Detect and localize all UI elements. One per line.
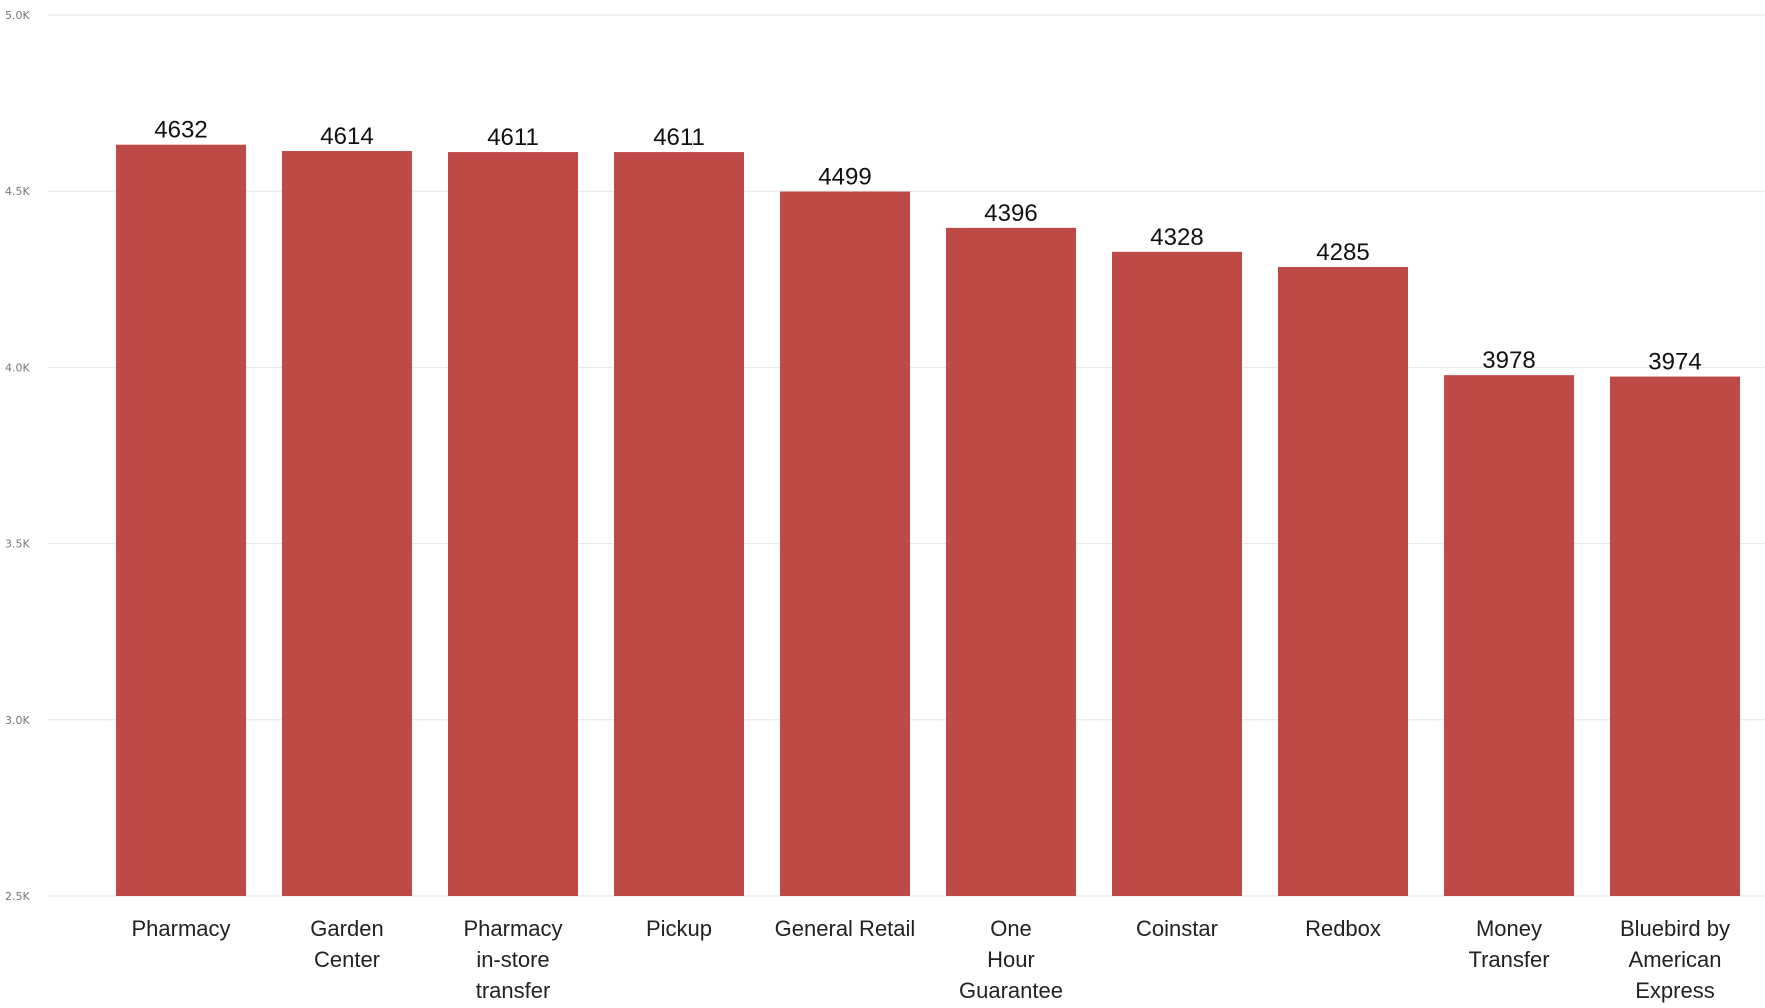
data-label: 3974 [1648, 349, 1701, 376]
category-label-line: Pickup [646, 916, 712, 941]
category-label: Pharmacy in-store transfer [463, 916, 562, 1003]
category-label: Money Transfer [1468, 916, 1549, 972]
data-label: 4328 [1150, 224, 1203, 251]
bar[interactable] [614, 152, 744, 896]
y-tick-label: 2.5K [5, 890, 30, 903]
y-tick-label: 4.5K [5, 185, 30, 198]
category-label-line: Garden [310, 916, 383, 941]
category-label-line: transfer [476, 978, 551, 1003]
category-label: Pickup [646, 916, 712, 941]
y-axis-ticks: 2.5K 3.0K 3.5K 4.0K 4.5K 5.0K [5, 9, 30, 903]
data-label: 4499 [818, 164, 871, 191]
bar[interactable] [1112, 251, 1242, 896]
y-tick-label: 3.5K [5, 538, 30, 551]
data-label: 4611 [653, 124, 705, 151]
category-label: Redbox [1305, 916, 1381, 941]
data-label: 4632 [154, 117, 207, 144]
category-label: Bluebird by American Express [1620, 916, 1730, 1003]
category-label-line: Hour [987, 947, 1035, 972]
bar[interactable] [1278, 266, 1408, 896]
category-label: General Retail [775, 916, 916, 941]
category-label-line: Guarantee [959, 978, 1063, 1003]
data-label: 4611 [487, 124, 539, 151]
category-label: Coinstar [1136, 916, 1218, 941]
category-label: Garden Center [310, 916, 383, 972]
data-labels: 4632 4614 4611 4611 4499 4396 4328 4285 3978 3974 [154, 117, 1701, 376]
category-label-line: Pharmacy [131, 916, 230, 941]
y-tick-label: 3.0K [5, 714, 30, 727]
category-label-line: American [1629, 947, 1722, 972]
category-label-line: General Retail [775, 916, 916, 941]
category-labels: Pharmacy Garden Center Pharmacy in-store tran… [131, 916, 1730, 1003]
bar[interactable] [946, 227, 1076, 896]
category-label-line: Pharmacy [463, 916, 562, 941]
category-label-line: Coinstar [1136, 916, 1218, 941]
bar[interactable] [448, 152, 578, 896]
category-label-line: Express [1635, 978, 1714, 1003]
bar[interactable] [116, 144, 246, 896]
bars [116, 144, 1740, 897]
data-label: 4285 [1316, 239, 1369, 266]
category-label-line: Center [314, 947, 380, 972]
category-label: One Hour Guarantee [959, 916, 1063, 1003]
data-label: 3978 [1482, 347, 1535, 374]
category-label-line: Redbox [1305, 916, 1381, 941]
category-label-line: Transfer [1468, 947, 1549, 972]
bar[interactable] [1444, 375, 1574, 896]
y-tick-label: 5.0K [5, 9, 30, 22]
y-tick-label: 4.0K [5, 361, 30, 374]
category-label-line: One [990, 916, 1032, 941]
data-label: 4396 [984, 200, 1037, 227]
data-label: 4614 [320, 123, 373, 150]
bar[interactable] [282, 151, 412, 897]
category-label: Pharmacy [131, 916, 230, 941]
category-label-line: in-store [476, 947, 549, 972]
bar[interactable] [780, 191, 910, 897]
bar[interactable] [1610, 376, 1740, 897]
category-label-line: Bluebird by [1620, 916, 1730, 941]
category-label-line: Money [1476, 916, 1542, 941]
